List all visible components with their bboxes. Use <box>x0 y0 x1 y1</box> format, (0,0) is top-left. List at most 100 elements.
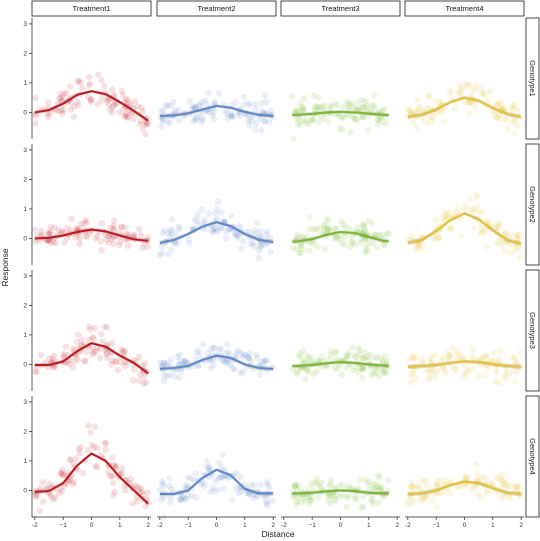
data-point <box>408 483 416 490</box>
data-point <box>211 487 218 495</box>
data-point <box>190 476 198 484</box>
data-point <box>47 229 54 237</box>
data-point <box>384 230 391 237</box>
data-point <box>261 118 268 125</box>
data-point <box>44 111 52 118</box>
data-point <box>175 239 182 246</box>
data-point <box>469 86 476 93</box>
data-point <box>139 244 146 252</box>
data-point <box>182 360 189 367</box>
data-point <box>168 356 175 363</box>
data-point <box>177 496 185 504</box>
data-point <box>361 236 368 243</box>
data-point <box>444 211 451 219</box>
data-point <box>47 223 54 230</box>
data-point <box>492 366 500 373</box>
data-point <box>102 440 109 447</box>
data-point <box>266 234 274 241</box>
data-point <box>172 106 179 114</box>
data-point <box>374 116 381 123</box>
data-point <box>368 497 375 505</box>
data-point <box>510 102 517 109</box>
data-point <box>244 353 251 361</box>
y-tick-label: 3 <box>23 273 27 280</box>
data-point <box>418 495 425 502</box>
data-point <box>414 109 421 116</box>
data-point <box>343 353 351 361</box>
data-point <box>429 234 437 241</box>
smooth-line <box>407 480 522 495</box>
data-point <box>321 245 328 253</box>
data-point <box>166 233 173 241</box>
data-point <box>368 495 375 503</box>
data-point <box>167 102 174 109</box>
data-point <box>362 349 370 357</box>
smooth-line <box>34 90 149 122</box>
panel <box>404 80 522 137</box>
data-point <box>111 488 119 496</box>
data-point <box>407 371 414 378</box>
data-point <box>382 120 390 127</box>
data-point <box>415 481 423 489</box>
data-point <box>214 216 221 223</box>
data-point <box>431 368 438 376</box>
data-point <box>296 365 304 373</box>
x-tick-label: −1 <box>308 522 316 529</box>
data-point <box>457 87 465 94</box>
data-point <box>116 241 123 249</box>
data-point <box>231 352 239 359</box>
data-point <box>87 326 94 333</box>
confidence-band <box>292 488 389 496</box>
data-point <box>84 447 92 454</box>
data-point <box>245 490 253 498</box>
data-point <box>338 481 346 488</box>
data-point <box>59 471 66 479</box>
data-point <box>358 504 365 512</box>
data-point <box>296 249 303 257</box>
data-point <box>209 350 216 357</box>
data-point <box>74 77 81 85</box>
data-point <box>463 474 470 482</box>
data-point <box>97 238 105 245</box>
smooth-line <box>407 360 522 368</box>
data-point <box>495 223 502 230</box>
data-point <box>376 486 383 493</box>
data-point <box>267 107 274 114</box>
data-point <box>344 98 351 106</box>
data-point <box>456 351 463 358</box>
data-point <box>336 493 344 500</box>
data-point <box>65 360 73 368</box>
data-point <box>56 94 63 101</box>
data-point <box>188 492 195 500</box>
data-point <box>105 101 113 109</box>
data-point <box>90 348 97 356</box>
data-point <box>320 226 328 234</box>
data-point <box>78 336 86 344</box>
data-point <box>289 244 297 252</box>
data-point <box>290 135 297 143</box>
data-point <box>254 219 261 226</box>
data-point <box>477 222 485 229</box>
data-point <box>302 358 309 366</box>
data-point <box>480 91 487 98</box>
data-point <box>349 492 357 499</box>
data-point <box>143 115 151 122</box>
data-point <box>345 482 352 490</box>
data-point <box>82 358 89 365</box>
smooth-line <box>159 221 274 244</box>
data-point <box>432 491 439 498</box>
data-point <box>379 358 387 366</box>
data-point <box>294 108 302 115</box>
data-point <box>496 237 503 244</box>
data-point <box>353 117 361 124</box>
data-point <box>499 103 506 111</box>
data-point <box>306 120 313 127</box>
data-point <box>210 109 217 117</box>
y-tick-label: 1 <box>23 458 27 465</box>
data-point <box>341 224 349 231</box>
data-point <box>451 106 458 113</box>
data-point <box>166 474 173 482</box>
data-point <box>338 218 345 225</box>
data-point <box>59 110 66 117</box>
panel <box>289 472 392 512</box>
